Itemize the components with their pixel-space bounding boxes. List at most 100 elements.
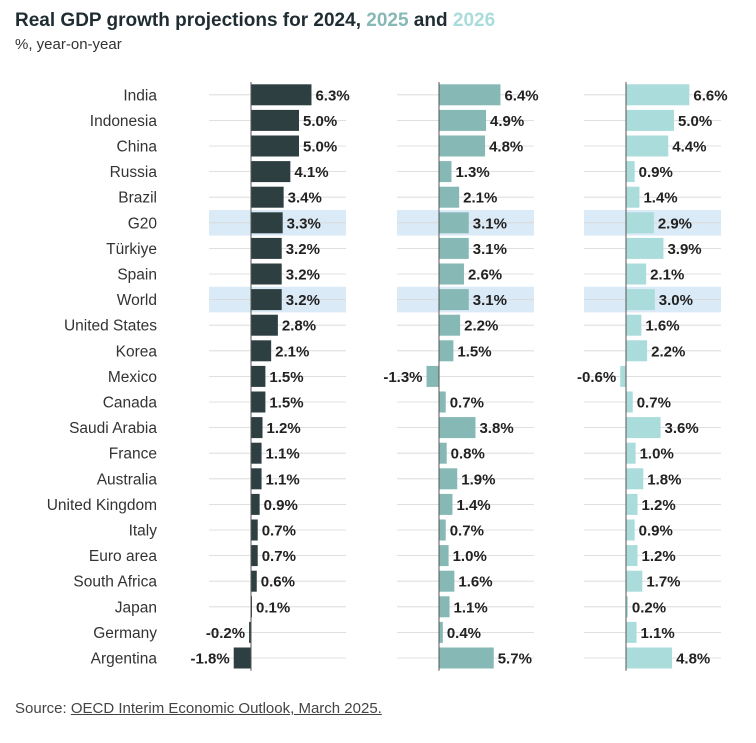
bar-2025-united-states	[439, 314, 461, 336]
chart-panel	[13, 0, 741, 730]
category-label-united-kingdom: United Kingdom	[47, 497, 157, 514]
bar-2026-world	[626, 289, 655, 311]
value-label-2025-canada: 0.7%	[450, 395, 484, 412]
value-label-2024-korea: 2.1%	[275, 343, 309, 360]
bar-2024-world	[251, 289, 282, 311]
value-label-2026-canada: 0.7%	[637, 395, 671, 412]
category-label-russia: Russia	[110, 164, 158, 181]
bar-2025-spain	[439, 263, 464, 285]
value-label-2026-indonesia: 5.0%	[678, 113, 712, 130]
bar-2026-korea	[626, 340, 648, 362]
bar-2026-spain	[626, 263, 647, 285]
bar-2025-united-kingdom	[439, 493, 453, 515]
bar-2024-russia	[251, 161, 291, 183]
value-label-2026-korea: 2.2%	[651, 343, 685, 360]
value-label-2025-spain: 2.6%	[468, 267, 502, 284]
value-label-2025-saudi-arabia: 3.8%	[479, 420, 513, 437]
bar-2026-canada	[626, 391, 633, 413]
bar-2024-mexico	[251, 365, 266, 387]
value-label-2024-brazil: 3.4%	[288, 190, 322, 207]
bar-2026-france	[626, 442, 636, 464]
bar-2026-united-kingdom	[626, 493, 638, 515]
bar-2026-india	[626, 84, 690, 106]
bar-2026-argentina	[626, 647, 673, 669]
bar-2025-turkiye	[439, 237, 469, 259]
bar-2024-china	[251, 135, 299, 157]
category-label-france: France	[109, 446, 157, 463]
value-label-2024-japan: 0.1%	[256, 599, 290, 616]
bar-2026-mexico	[620, 365, 626, 387]
value-label-2026-argentina: 4.8%	[676, 651, 710, 668]
category-label-argentina: Argentina	[91, 651, 158, 668]
bar-2024-indonesia	[251, 109, 299, 131]
category-label-china: China	[117, 139, 158, 156]
bar-2024-argentina	[233, 647, 251, 669]
category-label-india: India	[123, 87, 157, 104]
bar-2026-brazil	[626, 186, 640, 208]
source-link[interactable]: OECD Interim Economic Outlook, March 202…	[70, 700, 382, 717]
bar-2024-italy	[251, 519, 258, 541]
value-label-2024-france: 1.1%	[266, 446, 300, 463]
bar-2026-germany	[626, 621, 637, 643]
bar-2024-euro-area	[251, 545, 258, 567]
value-label-2025-euro-area: 1.0%	[453, 548, 487, 565]
category-label-world: World	[117, 292, 157, 309]
value-label-2025-argentina: 5.7%	[498, 651, 532, 668]
bar-2026-united-states	[626, 314, 642, 336]
category-label-indonesia: Indonesia	[90, 113, 158, 130]
value-label-2026-china: 4.4%	[672, 139, 706, 156]
value-label-2025-g20: 3.1%	[473, 215, 507, 232]
bar-2024-united-states	[251, 314, 278, 336]
value-label-2025-united-kingdom: 1.4%	[456, 497, 490, 514]
value-label-2024-australia: 1.1%	[266, 471, 300, 488]
bar-2025-south-africa	[439, 570, 455, 592]
value-label-2024-russia: 4.1%	[294, 164, 328, 181]
bar-2025-argentina	[439, 647, 494, 669]
value-label-2024-g20: 3.3%	[287, 215, 321, 232]
bar-2024-brazil	[251, 186, 284, 208]
value-label-2025-france: 0.8%	[451, 446, 485, 463]
bar-2026-south-africa	[626, 570, 643, 592]
value-label-2025-south-africa: 1.6%	[458, 574, 492, 591]
value-label-2026-turkiye: 3.9%	[667, 241, 701, 258]
value-label-2025-united-states: 2.2%	[464, 318, 498, 335]
bar-2025-india	[439, 84, 501, 106]
value-label-2026-world: 3.0%	[659, 292, 693, 309]
category-label-south-africa: South Africa	[73, 574, 157, 591]
value-label-2024-united-kingdom: 0.9%	[264, 497, 298, 514]
bar-2025-euro-area	[439, 545, 449, 567]
bar-2025-france	[439, 442, 447, 464]
value-label-2026-australia: 1.8%	[647, 471, 681, 488]
category-label-mexico: Mexico	[108, 369, 157, 386]
value-label-2026-euro-area: 1.2%	[642, 548, 676, 565]
value-label-2026-germany: 1.1%	[641, 625, 675, 642]
value-label-2026-mexico: -0.6%	[577, 369, 616, 386]
chart-title: Real GDP growth projections for 2024, 20…	[15, 10, 495, 32]
value-label-2026-south-africa: 1.7%	[646, 574, 680, 591]
bar-2025-saudi-arabia	[439, 417, 476, 439]
bar-2025-g20	[439, 212, 469, 234]
bar-2024-united-kingdom	[251, 493, 260, 515]
bar-2026-australia	[626, 468, 644, 490]
bar-2024-south-africa	[251, 570, 257, 592]
bar-2024-germany	[249, 621, 251, 643]
title-year-2025: 2025	[366, 10, 409, 31]
category-label-korea: Korea	[116, 343, 158, 360]
title-year-2026: 2026	[452, 10, 496, 31]
category-label-germany: Germany	[93, 625, 157, 642]
value-label-2024-china: 5.0%	[303, 139, 337, 156]
value-label-2026-spain: 2.1%	[650, 267, 684, 284]
value-label-2024-argentina: -1.8%	[191, 651, 230, 668]
bar-2024-korea	[251, 340, 272, 362]
title-year-2024: 2024	[313, 10, 356, 31]
bar-2024-spain	[251, 263, 282, 285]
title-sep-2: and	[408, 10, 453, 31]
value-label-2026-russia: 0.9%	[639, 164, 673, 181]
value-label-2026-brazil: 1.4%	[643, 190, 677, 207]
value-label-2025-korea: 1.5%	[457, 343, 491, 360]
bar-2026-italy	[626, 519, 635, 541]
value-label-2026-japan: 0.2%	[632, 599, 666, 616]
bar-2025-australia	[439, 468, 458, 490]
bar-2024-saudi-arabia	[251, 417, 263, 439]
bar-2024-canada	[251, 391, 266, 413]
